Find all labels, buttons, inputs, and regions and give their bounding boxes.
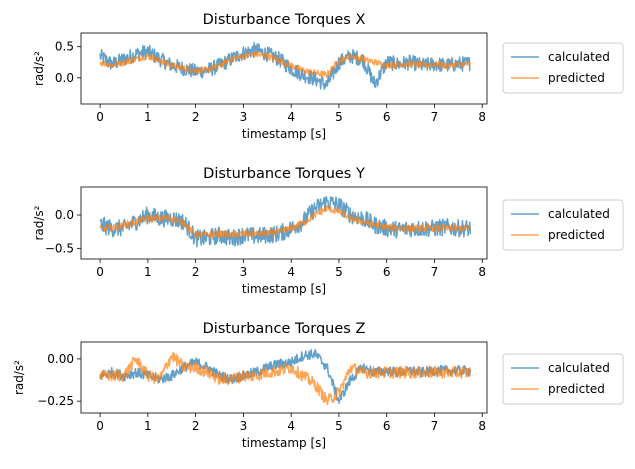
series-line-predicted [99,205,471,239]
x-tick-label: 4 [287,419,295,433]
x-tick-label: 8 [478,110,486,124]
legend: calculated predicted [502,42,624,94]
subplot-3: 0 1 2 3 4 5 6 7 8 −0.25 0.00 Disturbance Torques Z t… [12,321,624,450]
y-axis-label: rad/s² [32,205,46,240]
y-axis-label: rad/s² [32,51,46,86]
legend-frame [502,199,624,251]
axes-frame [80,32,488,105]
x-tick-label: 5 [335,110,343,124]
x-tick-label: 7 [431,265,439,279]
x-tick-label: 6 [383,265,391,279]
x-tick-label: 3 [240,419,248,433]
x-tick-label: 5 [335,419,343,433]
subplot-1: 0 1 2 3 4 5 6 7 8 0.0 0.5 Disturbance Torques X time… [32,12,624,141]
legend-label-calculated: calculated [548,207,610,221]
x-tick-label: 1 [144,265,152,279]
x-tick-label: 1 [144,419,152,433]
legend-label-predicted: predicted [548,71,605,85]
x-tick-label: 4 [287,265,295,279]
x-tick-label: 0 [96,419,104,433]
x-tick-label: 0 [96,265,104,279]
x-tick-label: 3 [240,265,248,279]
x-tick-label: 6 [383,110,391,124]
x-tick-label: 8 [478,265,486,279]
plot-area [99,195,472,248]
subplot-title: Disturbance Torques Z [203,321,366,337]
x-tick-label: 1 [144,110,152,124]
x-tick-label: 8 [478,419,486,433]
subplot-title: Disturbance Torques X [203,12,366,28]
legend: calculated predicted [502,199,624,251]
y-tick-label: 0.5 [55,40,74,54]
y-tick-label: −0.5 [45,241,74,255]
y-tick-label: 0.0 [55,208,74,222]
x-tick-label: 0 [96,110,104,124]
x-axis-label: timestamp [s] [242,282,326,296]
subplot-2: 0 1 2 3 4 5 6 7 8 −0.5 0.0 Disturbance Torques Y tim… [32,166,624,296]
x-axis-label: timestamp [s] [242,436,326,450]
legend-label-predicted: predicted [548,382,605,396]
series-line-predicted [99,351,472,406]
legend-label-calculated: calculated [548,50,610,64]
x-tick-label: 4 [287,110,295,124]
legend-frame [502,42,624,94]
subplot-title: Disturbance Torques Y [203,166,365,182]
x-tick-label: 6 [383,419,391,433]
legend-frame [502,353,624,405]
x-axis-label: timestamp [s] [242,127,326,141]
x-tick-label: 3 [240,110,248,124]
x-tick-label: 7 [431,110,439,124]
y-tick-label: −0.25 [37,394,74,408]
x-tick-label: 2 [192,265,200,279]
plot-area [99,348,472,406]
legend: calculated predicted [502,353,624,405]
series-line-predicted [99,50,472,78]
y-tick-label: 0.00 [47,352,74,366]
plot-area [99,42,472,91]
y-tick-label: 0.0 [55,71,74,85]
axes-frame [80,341,488,414]
series-line-calculated [99,195,472,248]
y-axis-label: rad/s² [12,360,26,395]
axes-frame [80,186,488,260]
x-tick-label: 2 [192,110,200,124]
x-tick-label: 2 [192,419,200,433]
legend-label-calculated: calculated [548,361,610,375]
x-tick-label: 5 [335,265,343,279]
legend-label-predicted: predicted [548,228,605,242]
x-tick-label: 7 [431,419,439,433]
